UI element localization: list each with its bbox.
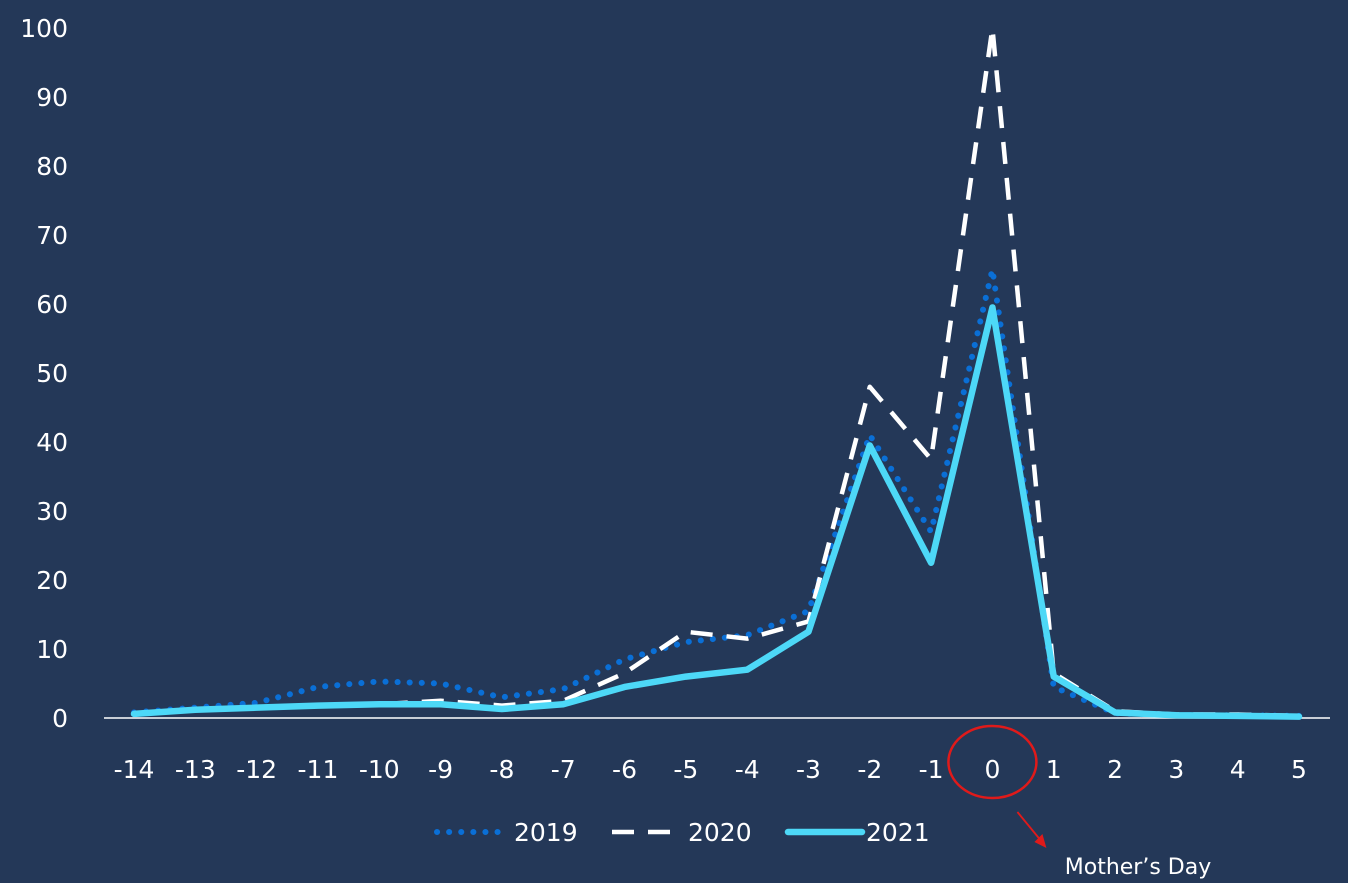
x-tick-label: -1	[919, 755, 944, 784]
annotation: Mother’s Day	[947, 724, 1211, 880]
series-line-2020	[133, 25, 1300, 719]
x-tick-label: 5	[1291, 755, 1307, 784]
y-tick-label: 90	[36, 83, 68, 112]
annotation-arrow	[1016, 811, 1042, 841]
y-tick-label: 100	[20, 14, 68, 43]
annotation-arrowhead	[1034, 834, 1047, 848]
annotation-label: Mother’s Day	[1065, 855, 1211, 880]
x-tick-label: 2	[1107, 755, 1123, 784]
x-tick-label: 3	[1168, 755, 1184, 784]
legend-label-2020: 2020	[688, 818, 752, 847]
y-tick-label: 70	[36, 221, 68, 250]
legend-label-2021: 2021	[866, 818, 930, 847]
y-tick-label: 20	[36, 566, 68, 595]
y-tick-label: 60	[36, 290, 68, 319]
x-tick-label: -3	[796, 755, 821, 784]
x-tick-label: 4	[1230, 755, 1246, 784]
legend-label-2019: 2019	[514, 818, 578, 847]
x-tick-label: -9	[428, 755, 453, 784]
x-tick-label: -5	[673, 755, 698, 784]
y-tick-label: 50	[36, 359, 68, 388]
x-tick-label: -12	[236, 755, 277, 784]
x-tick-label: -14	[114, 755, 155, 784]
x-tick-label: -10	[359, 755, 400, 784]
x-axis-ticks: -14 -13 -12 -11 -10 -9 -8 -7 -6 -5 -4 -3 -2 -1 0 1 2 3 4 5	[114, 755, 1307, 784]
series-line-2021	[130, 304, 1303, 720]
x-tick-label: -8	[489, 755, 514, 784]
legend: 2019 2020 2021	[434, 818, 930, 847]
x-tick-label: 0	[984, 755, 1000, 784]
series-lines	[130, 25, 1303, 720]
x-tick-label: -7	[551, 755, 576, 784]
y-tick-label: 80	[36, 152, 68, 181]
annotation-circle	[947, 724, 1038, 800]
x-tick-label: -6	[612, 755, 637, 784]
y-axis-ticks: 0 10 20 30 40 50 60 70 80 90 100	[20, 14, 68, 733]
x-tick-label: 1	[1046, 755, 1062, 784]
y-tick-label: 0	[52, 704, 68, 733]
series-line-2019	[131, 266, 1302, 719]
x-tick-label: -4	[735, 755, 760, 784]
y-tick-label: 10	[36, 635, 68, 664]
y-tick-label: 40	[36, 428, 68, 457]
x-tick-label: -11	[298, 755, 339, 784]
x-tick-label: -13	[175, 755, 216, 784]
x-tick-label: -2	[857, 755, 882, 784]
y-tick-label: 30	[36, 497, 68, 526]
